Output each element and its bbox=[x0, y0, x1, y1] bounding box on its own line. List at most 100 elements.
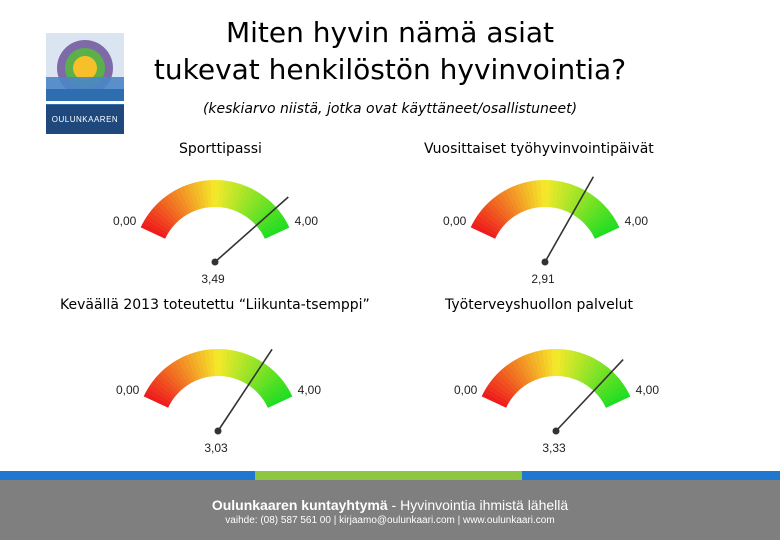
gauge-segment bbox=[546, 349, 554, 377]
gauge-chart-1: 0,00 4,00 3,49 bbox=[113, 180, 318, 286]
gauge-segment bbox=[227, 350, 237, 378]
gauge-segment bbox=[256, 207, 280, 229]
gauge-value-label: 3,03 bbox=[204, 441, 228, 455]
gauge-segment bbox=[489, 198, 511, 222]
gauge-segment bbox=[196, 181, 206, 209]
gauge-max-label: 4,00 bbox=[295, 214, 319, 228]
gauge-segment bbox=[201, 180, 209, 208]
gauge-segment bbox=[531, 180, 539, 208]
gauge-segment bbox=[244, 192, 264, 218]
gauge-segment bbox=[260, 215, 286, 234]
gauge-segment bbox=[508, 361, 527, 387]
gauge-2-title: Vuosittaiset työhyvinvointipäivät bbox=[424, 141, 654, 157]
gauge-segment bbox=[590, 215, 616, 234]
gauge-segment bbox=[263, 223, 290, 239]
gauge-segment bbox=[559, 349, 566, 377]
gauge-max-label: 4,00 bbox=[625, 214, 649, 228]
gauge-segment bbox=[565, 350, 575, 378]
gauge-segment bbox=[571, 352, 584, 380]
gauge-value-label: 3,33 bbox=[542, 441, 566, 455]
gauge-segment bbox=[574, 192, 594, 218]
gauge-segment bbox=[264, 388, 291, 406]
gauge-needle bbox=[217, 348, 273, 432]
gauge-segment bbox=[537, 350, 547, 378]
gauge-segment bbox=[150, 380, 175, 400]
gauge-segment bbox=[493, 195, 513, 220]
gauge-segment bbox=[156, 201, 179, 224]
footer-line-1: Oulunkaaren kuntayhtymä - Hyvinvointia i… bbox=[0, 497, 780, 513]
page-subtitle: (keskiarvo niistä, jotka ovat käyttäneet… bbox=[202, 101, 578, 117]
gauge-segment bbox=[542, 349, 550, 377]
gauge-segment bbox=[263, 384, 289, 403]
gauge-segment bbox=[230, 351, 242, 379]
gauge-segment bbox=[595, 373, 618, 395]
gauge-chart-2: 0,00 4,00 2,91 bbox=[443, 176, 648, 286]
gauge-segment bbox=[577, 355, 593, 382]
gauge-min-label: 0,00 bbox=[443, 214, 467, 228]
gauge-segment bbox=[148, 384, 173, 403]
gauge-segment bbox=[261, 219, 288, 237]
gauge-needle-hub bbox=[214, 427, 222, 435]
gauge-segment bbox=[192, 182, 203, 210]
gauge-segment bbox=[257, 373, 280, 395]
gauge-segment bbox=[187, 183, 200, 211]
gauge-segment bbox=[224, 181, 234, 209]
gauge-value-label: 2,91 bbox=[531, 272, 555, 286]
gauge-segment bbox=[244, 359, 263, 385]
gauge-segment bbox=[242, 357, 259, 384]
logo-divider bbox=[46, 101, 124, 104]
footer-org: Oulunkaaren kuntayhtymä bbox=[211, 497, 388, 513]
gauge-needle bbox=[544, 176, 595, 263]
gauge-segment bbox=[213, 349, 219, 377]
gauge-value-label: 3,49 bbox=[201, 272, 225, 286]
gauge-segment bbox=[210, 180, 216, 208]
gauge-segment bbox=[566, 186, 582, 213]
gauge-min-label: 0,00 bbox=[454, 383, 478, 397]
gauge-segment bbox=[239, 188, 256, 215]
footer-slogan: Hyvinvointia ihmistä lähellä bbox=[400, 497, 569, 513]
gauge-segment bbox=[153, 204, 176, 226]
footer bbox=[0, 480, 780, 540]
gauge-segment bbox=[239, 355, 255, 382]
gauge-segment bbox=[533, 351, 544, 379]
gauge-segment bbox=[186, 353, 200, 381]
gauge-segment bbox=[579, 198, 601, 222]
gauge-segment bbox=[486, 201, 509, 224]
sun-icon bbox=[46, 40, 124, 105]
gauge-min-label: 0,00 bbox=[116, 383, 140, 397]
gauge-segment bbox=[159, 198, 181, 222]
footer-strip-green bbox=[255, 471, 522, 480]
gauge-segment bbox=[524, 353, 538, 381]
gauge-segment bbox=[500, 367, 522, 391]
gauge-segment bbox=[227, 182, 239, 210]
gauge-segment bbox=[481, 391, 508, 408]
gauge-segment bbox=[259, 376, 283, 398]
gauge-segment bbox=[177, 357, 195, 384]
gauge-segment bbox=[261, 380, 286, 400]
gauge-segment bbox=[233, 184, 247, 212]
gauge-segment bbox=[557, 182, 569, 210]
gauge-segment bbox=[535, 180, 543, 208]
gauge-segment bbox=[568, 351, 580, 379]
gauge-segment bbox=[483, 387, 510, 405]
gauge-arc bbox=[470, 180, 620, 239]
gauge-segment bbox=[602, 388, 629, 406]
gauge-min-label: 0,00 bbox=[113, 214, 137, 228]
gauge-segment bbox=[494, 373, 517, 395]
gauge-segment bbox=[162, 367, 184, 391]
gauge-segment bbox=[166, 364, 186, 389]
footer-strip-blue-2 bbox=[522, 471, 780, 480]
gauge-segment bbox=[517, 183, 530, 211]
gauge-segment bbox=[588, 211, 613, 231]
gauge-3-title: Keväällä 2013 toteutettu “Liikunta-tsemp… bbox=[60, 297, 370, 313]
gauge-chart-4: 0,00 4,00 3,33 bbox=[454, 349, 659, 455]
gauge-segment bbox=[480, 207, 504, 229]
gauge-segment bbox=[251, 201, 274, 224]
gauge-segment bbox=[491, 376, 515, 398]
title-line-2: tukevat henkilöstön hyvinvointia? bbox=[153, 53, 627, 86]
gauge-segment bbox=[569, 188, 586, 215]
logo-text: OULUNKAAREN bbox=[46, 105, 124, 134]
gauge-arc bbox=[481, 349, 631, 408]
gauge-needle bbox=[214, 196, 289, 263]
gauge-segment bbox=[156, 373, 179, 395]
